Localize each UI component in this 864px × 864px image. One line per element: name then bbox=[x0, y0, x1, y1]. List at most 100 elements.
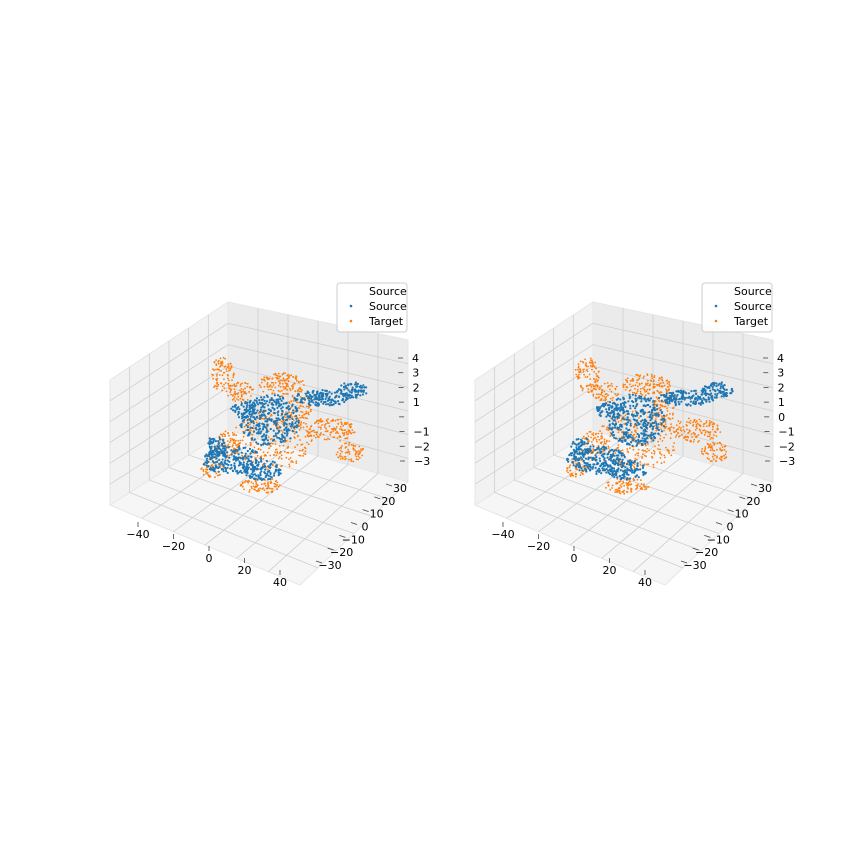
target-point bbox=[229, 385, 232, 387]
target-point bbox=[592, 394, 595, 397]
target-point bbox=[672, 406, 675, 409]
target-point bbox=[590, 436, 592, 439]
target-point bbox=[239, 439, 242, 442]
target-point bbox=[627, 482, 630, 485]
source-point bbox=[264, 420, 267, 423]
target-point bbox=[222, 433, 225, 435]
target-point bbox=[250, 429, 252, 432]
source-point bbox=[566, 457, 569, 460]
source-point bbox=[341, 399, 344, 402]
source-point bbox=[231, 469, 235, 473]
target-point bbox=[300, 410, 302, 413]
source-point bbox=[601, 446, 604, 449]
target-point bbox=[669, 412, 671, 415]
target-point bbox=[275, 454, 278, 456]
target-point bbox=[275, 448, 278, 451]
target-point bbox=[600, 399, 603, 401]
target-point bbox=[278, 445, 281, 447]
source-point bbox=[581, 469, 584, 472]
target-point bbox=[331, 428, 333, 430]
target-point bbox=[646, 486, 648, 488]
source-point bbox=[247, 432, 250, 435]
target-point bbox=[659, 448, 661, 451]
target-point bbox=[645, 463, 648, 466]
target-point bbox=[687, 417, 690, 420]
target-point bbox=[653, 451, 656, 453]
target-point bbox=[221, 385, 224, 388]
source-point bbox=[571, 442, 574, 445]
source-point bbox=[224, 459, 227, 462]
target-point bbox=[310, 434, 312, 437]
target-point bbox=[615, 482, 618, 485]
target-point bbox=[343, 456, 346, 458]
target-point bbox=[236, 393, 239, 396]
target-point bbox=[639, 485, 641, 488]
source-point bbox=[249, 404, 252, 407]
source-point bbox=[624, 401, 627, 404]
target-point bbox=[617, 420, 620, 423]
source-point bbox=[605, 467, 608, 471]
target-point bbox=[298, 407, 301, 409]
target-point bbox=[244, 387, 247, 390]
source-point bbox=[635, 474, 639, 477]
source-point bbox=[725, 395, 728, 398]
target-point bbox=[319, 419, 322, 422]
target-point bbox=[607, 385, 610, 387]
target-point bbox=[319, 434, 321, 436]
source-point bbox=[599, 465, 602, 468]
target-point bbox=[271, 478, 274, 481]
target-point bbox=[677, 420, 680, 423]
source-point bbox=[623, 404, 626, 407]
source-point bbox=[668, 391, 671, 395]
target-point bbox=[271, 488, 274, 490]
target-point bbox=[619, 492, 622, 495]
source-point bbox=[605, 471, 608, 474]
source-point bbox=[584, 457, 588, 460]
target-point bbox=[270, 442, 273, 445]
target-point bbox=[211, 464, 214, 467]
source-point bbox=[684, 396, 688, 399]
target-point bbox=[214, 384, 216, 387]
target-point bbox=[348, 458, 350, 461]
source-point bbox=[664, 401, 667, 404]
target-point bbox=[653, 392, 656, 395]
source-point bbox=[272, 429, 275, 432]
target-point bbox=[626, 482, 629, 485]
target-point bbox=[647, 416, 649, 418]
source-point bbox=[642, 410, 645, 413]
target-point bbox=[273, 453, 275, 456]
target-point bbox=[254, 479, 257, 482]
target-point bbox=[594, 436, 597, 439]
source-point bbox=[638, 434, 641, 437]
target-point bbox=[280, 420, 283, 423]
target-point bbox=[249, 385, 252, 388]
source-point bbox=[271, 460, 274, 463]
source-point bbox=[218, 436, 221, 439]
source-point bbox=[628, 419, 631, 422]
source-point bbox=[658, 396, 661, 399]
source-point bbox=[236, 458, 239, 461]
source-point bbox=[628, 461, 631, 464]
source-point bbox=[252, 422, 255, 425]
source-point bbox=[626, 473, 629, 476]
target-point bbox=[585, 368, 588, 371]
source-point bbox=[643, 434, 647, 437]
target-point bbox=[277, 372, 280, 375]
target-point bbox=[699, 424, 702, 427]
target-point bbox=[591, 360, 594, 363]
target-point bbox=[264, 484, 267, 487]
target-point bbox=[643, 389, 646, 392]
target-point bbox=[279, 375, 282, 378]
target-point bbox=[262, 417, 264, 420]
target-point bbox=[255, 486, 258, 488]
source-point bbox=[253, 473, 256, 476]
source-point bbox=[350, 396, 353, 399]
source-point bbox=[569, 452, 572, 455]
target-point bbox=[242, 391, 245, 393]
source-point bbox=[329, 401, 332, 404]
target-point bbox=[252, 425, 255, 427]
target-point bbox=[601, 425, 604, 428]
source-point bbox=[669, 398, 672, 401]
target-point bbox=[252, 482, 255, 485]
source-point bbox=[256, 464, 260, 467]
